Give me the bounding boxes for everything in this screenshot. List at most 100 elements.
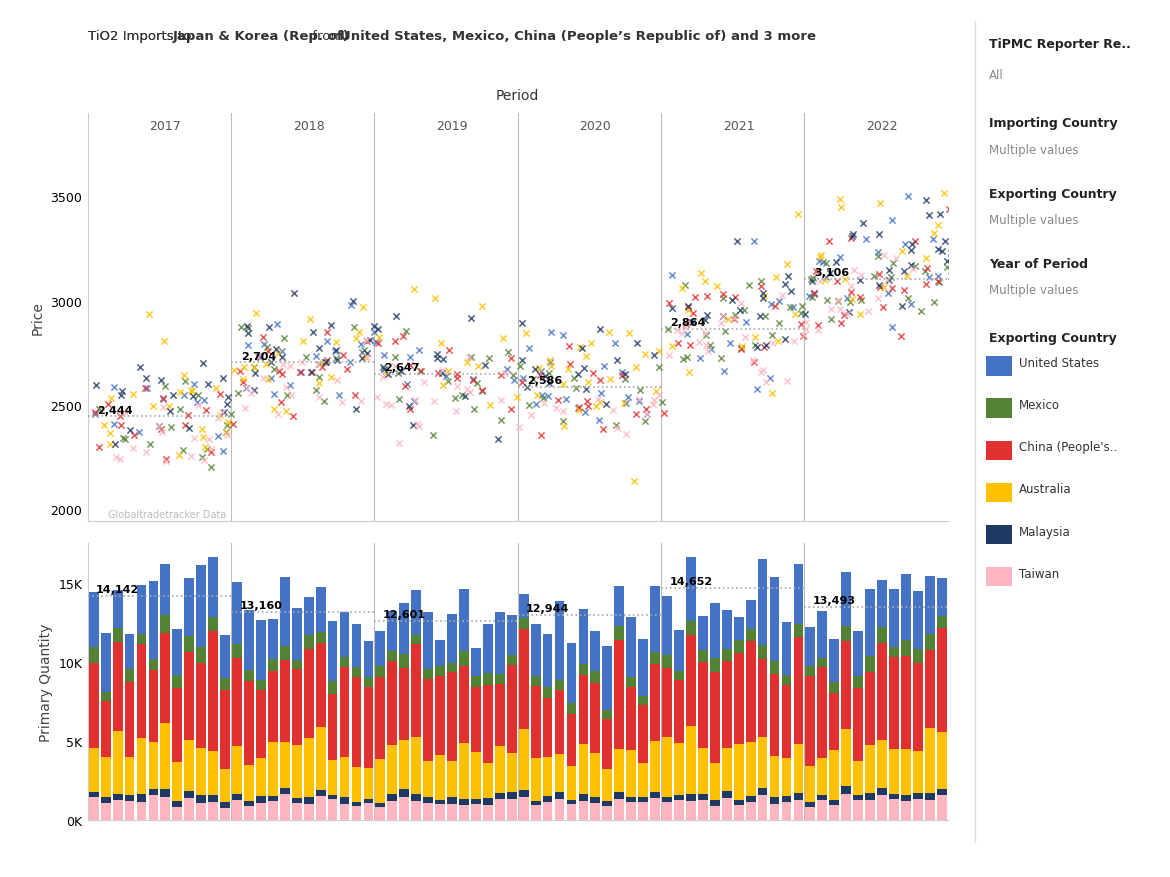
Bar <box>220 808 230 820</box>
Bar <box>841 641 851 730</box>
Point <box>631 384 649 398</box>
Point <box>460 350 479 364</box>
Point <box>600 373 619 387</box>
Bar <box>889 800 899 820</box>
Point <box>613 368 632 382</box>
Point <box>929 243 948 257</box>
Point <box>638 408 656 422</box>
Bar <box>626 802 636 820</box>
Point <box>199 377 218 391</box>
Point <box>732 339 751 353</box>
Bar <box>889 658 899 750</box>
Bar <box>197 795 206 802</box>
Bar <box>339 658 350 667</box>
Point <box>193 423 212 437</box>
Point <box>559 339 578 353</box>
Point <box>728 235 746 249</box>
Point <box>676 320 695 334</box>
Point <box>500 346 518 360</box>
Point <box>116 432 135 446</box>
Bar <box>555 799 564 820</box>
Point <box>591 323 610 337</box>
Bar <box>925 728 935 793</box>
Point <box>254 372 273 386</box>
Bar <box>710 763 720 800</box>
Point <box>461 351 480 365</box>
Bar <box>578 794 589 802</box>
Point <box>903 262 922 276</box>
Bar <box>782 623 791 675</box>
Point <box>793 330 812 344</box>
Point <box>615 367 634 381</box>
Point <box>248 349 267 363</box>
Point <box>259 372 277 386</box>
Bar <box>830 682 839 693</box>
Bar <box>291 798 302 803</box>
Point <box>178 409 197 423</box>
Text: All: All <box>989 69 1004 82</box>
Point <box>461 386 480 400</box>
Point <box>807 265 826 279</box>
Point <box>373 360 392 374</box>
Point <box>213 406 232 420</box>
Bar <box>232 800 242 820</box>
Bar <box>197 647 206 664</box>
Bar <box>101 797 110 803</box>
Text: Multiple values: Multiple values <box>989 214 1078 226</box>
Bar <box>698 662 708 748</box>
Point <box>150 419 168 433</box>
Point <box>851 291 869 305</box>
Bar <box>578 675 589 744</box>
Point <box>647 385 666 399</box>
Text: 2,647: 2,647 <box>384 363 420 373</box>
Bar <box>328 622 337 681</box>
Point <box>247 307 266 321</box>
Point <box>735 331 753 345</box>
Point <box>201 442 220 456</box>
Bar <box>878 788 887 795</box>
Bar <box>399 740 410 789</box>
Bar <box>555 754 564 792</box>
Bar <box>639 638 648 696</box>
Point <box>219 390 238 404</box>
Point <box>714 288 732 302</box>
Point <box>352 338 371 352</box>
Bar <box>352 624 362 667</box>
Point <box>698 345 717 359</box>
Text: 2018: 2018 <box>292 120 324 133</box>
Point <box>271 396 290 410</box>
Point <box>512 317 531 331</box>
Bar <box>686 621 696 636</box>
Text: Year of Period: Year of Period <box>989 258 1088 270</box>
Point <box>317 334 336 348</box>
Point <box>560 357 579 371</box>
Point <box>724 311 743 325</box>
Point <box>326 345 345 359</box>
Point <box>660 349 679 363</box>
Point <box>739 278 758 292</box>
Bar <box>841 786 851 794</box>
Point <box>691 351 710 365</box>
Point <box>730 303 749 317</box>
Bar <box>352 802 362 806</box>
Point <box>367 391 386 405</box>
Bar <box>830 750 839 800</box>
Point <box>124 388 143 402</box>
Bar <box>782 802 791 820</box>
Point <box>316 356 335 370</box>
Bar <box>447 761 457 797</box>
Point <box>638 407 656 421</box>
Text: China (People's..: China (People's.. <box>1019 441 1117 453</box>
Bar <box>518 595 529 618</box>
Point <box>266 342 284 356</box>
Point <box>828 295 847 309</box>
Bar <box>770 797 779 804</box>
Bar <box>352 677 362 767</box>
Point <box>508 391 526 405</box>
Point <box>461 312 480 326</box>
Bar <box>495 794 504 799</box>
Bar <box>399 668 410 740</box>
Point <box>315 395 333 409</box>
Point <box>185 377 204 391</box>
Bar <box>185 652 194 740</box>
